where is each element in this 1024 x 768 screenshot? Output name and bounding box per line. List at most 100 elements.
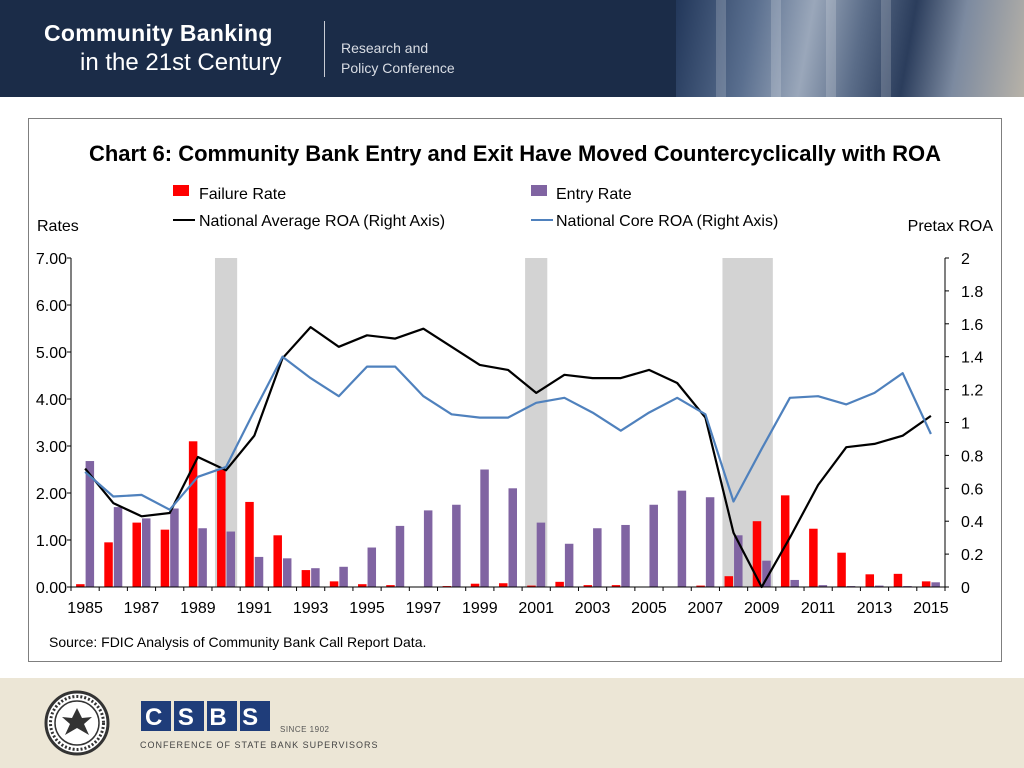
entry-rate-bar xyxy=(931,582,940,587)
conference-title: Community Banking xyxy=(44,20,273,46)
failure-rate-bar xyxy=(696,585,705,587)
entry-rate-bar xyxy=(480,469,489,587)
legend-label-entry-rate: Entry Rate xyxy=(556,186,632,203)
failure-rate-bar xyxy=(893,573,903,587)
failure-rate-bar xyxy=(555,581,564,587)
failure-rate-bar xyxy=(921,581,931,587)
building-photo xyxy=(676,0,1024,97)
x-tick-label: 2009 xyxy=(744,600,780,617)
failure-rate-bar xyxy=(217,469,226,587)
left-tick-label: 7.00 xyxy=(36,251,67,268)
x-tick-label: 2001 xyxy=(518,600,554,617)
legend-label-failure-rate: Failure Rate xyxy=(199,186,286,203)
entry-rate-bar xyxy=(254,556,264,587)
failure-rate-bar xyxy=(329,581,339,587)
x-tick-label: 2015 xyxy=(913,600,949,617)
x-tick-label: 1985 xyxy=(67,600,103,617)
failure-rate-bar xyxy=(245,501,254,587)
left-tick-label: 4.00 xyxy=(36,392,67,409)
header-banner: Community Banking in the 21st Century Re… xyxy=(0,0,1024,97)
left-axis-title: Rates xyxy=(37,218,79,235)
failure-rate-bar xyxy=(780,495,790,587)
left-tick-label: 0.00 xyxy=(36,580,67,597)
entry-rate-bar xyxy=(113,507,123,587)
conference-label-line2: Policy Conference xyxy=(341,60,455,76)
entry-rate-bar xyxy=(226,531,236,587)
entry-rate-bar xyxy=(705,497,715,587)
failure-rate-bar xyxy=(301,570,311,587)
failure-rate-bar xyxy=(837,552,846,587)
chart-title: Chart 6: Community Bank Entry and Exit H… xyxy=(89,141,941,166)
x-tick-label: 2005 xyxy=(631,600,667,617)
line-series xyxy=(84,326,932,589)
failure-rate-bar xyxy=(809,528,818,587)
recession-shading xyxy=(214,258,773,587)
failure-rate-bar xyxy=(724,576,734,587)
x-tick-label: 2003 xyxy=(575,600,611,617)
failure-rate-bar xyxy=(188,441,198,587)
failure-rate-bar xyxy=(358,584,367,587)
failure-rate-bar xyxy=(527,585,536,587)
csbs-acronym: CSBS xyxy=(145,704,271,731)
recession-band xyxy=(525,258,548,587)
right-tick-label: 0 xyxy=(961,580,970,597)
csbs-logo-box xyxy=(240,701,270,731)
axes: 0.00 1.00 2.00 3.00 4.00 5.00 6.00 7.00 0 0.2 0.4 0… xyxy=(36,251,983,617)
entry-rate-bar xyxy=(564,543,574,587)
csbs-logo-box xyxy=(174,701,204,731)
photo-column xyxy=(826,0,836,97)
conference-subtitle: in the 21st Century xyxy=(80,49,282,76)
right-tick-label: 0.2 xyxy=(961,547,983,564)
x-tick-label: 1991 xyxy=(236,600,272,617)
x-tick-label: 1989 xyxy=(180,600,216,617)
right-tick-label: 0.6 xyxy=(961,481,983,498)
header-divider xyxy=(324,21,325,77)
failure-rate-bar xyxy=(76,584,85,587)
failure-rate-bar xyxy=(611,585,621,587)
core-roa-line xyxy=(84,355,932,511)
entry-rate-bar xyxy=(395,525,405,587)
failure-rate-bar xyxy=(499,583,508,587)
chart-panel: Chart 6: Community Bank Entry and Exit H… xyxy=(28,118,1002,662)
x-tick-label: 1999 xyxy=(462,600,498,617)
right-tick-label: 1.6 xyxy=(961,317,983,334)
photo-column xyxy=(716,0,726,97)
failure-rate-bar xyxy=(132,522,141,587)
csbs-logo-box xyxy=(141,701,171,731)
entry-rate-bar xyxy=(198,528,207,587)
failure-rate-bar xyxy=(583,585,593,587)
entry-rate-bar xyxy=(621,524,630,587)
entry-rate-bar xyxy=(734,535,743,587)
conference-label-line1: Research and xyxy=(341,40,429,56)
failure-rate-bar xyxy=(386,585,395,587)
entry-rate-bar xyxy=(818,585,828,587)
chart-source: Source: FDIC Analysis of Community Bank … xyxy=(49,634,426,650)
failure-rate-bar xyxy=(865,574,875,587)
right-tick-label: 1 xyxy=(961,416,970,433)
failure-rate-bar xyxy=(160,529,170,587)
entry-rate-bar xyxy=(762,560,771,587)
csbs-since: SINCE 1902 xyxy=(280,725,330,734)
entry-rate-bar xyxy=(339,566,348,587)
failure-rate-bar xyxy=(104,542,113,587)
x-tick-label: 1997 xyxy=(406,600,442,617)
recession-band xyxy=(722,258,773,587)
photo-column xyxy=(771,0,781,97)
x-tick-label: 1995 xyxy=(349,600,385,617)
x-tick-label: 2013 xyxy=(857,600,893,617)
left-tick-label: 2.00 xyxy=(36,486,67,503)
bar-series xyxy=(76,441,940,587)
failure-rate-bar xyxy=(470,583,480,587)
photo-column xyxy=(881,0,891,97)
x-tick-label: 2007 xyxy=(688,600,724,617)
entry-rate-bar xyxy=(423,510,433,587)
chart-canvas: Chart 6: Community Bank Entry and Exit H… xyxy=(36,141,994,650)
entry-rate-bar xyxy=(170,508,179,587)
right-axis-title: Pretax ROA xyxy=(908,218,994,235)
right-tick-label: 2 xyxy=(961,251,970,268)
entry-rate-bar xyxy=(311,568,320,587)
right-tick-label: 0.8 xyxy=(961,448,983,465)
left-tick-label: 1.00 xyxy=(36,533,67,550)
right-tick-label: 0.4 xyxy=(961,514,983,531)
right-tick-label: 1.8 xyxy=(961,284,983,301)
